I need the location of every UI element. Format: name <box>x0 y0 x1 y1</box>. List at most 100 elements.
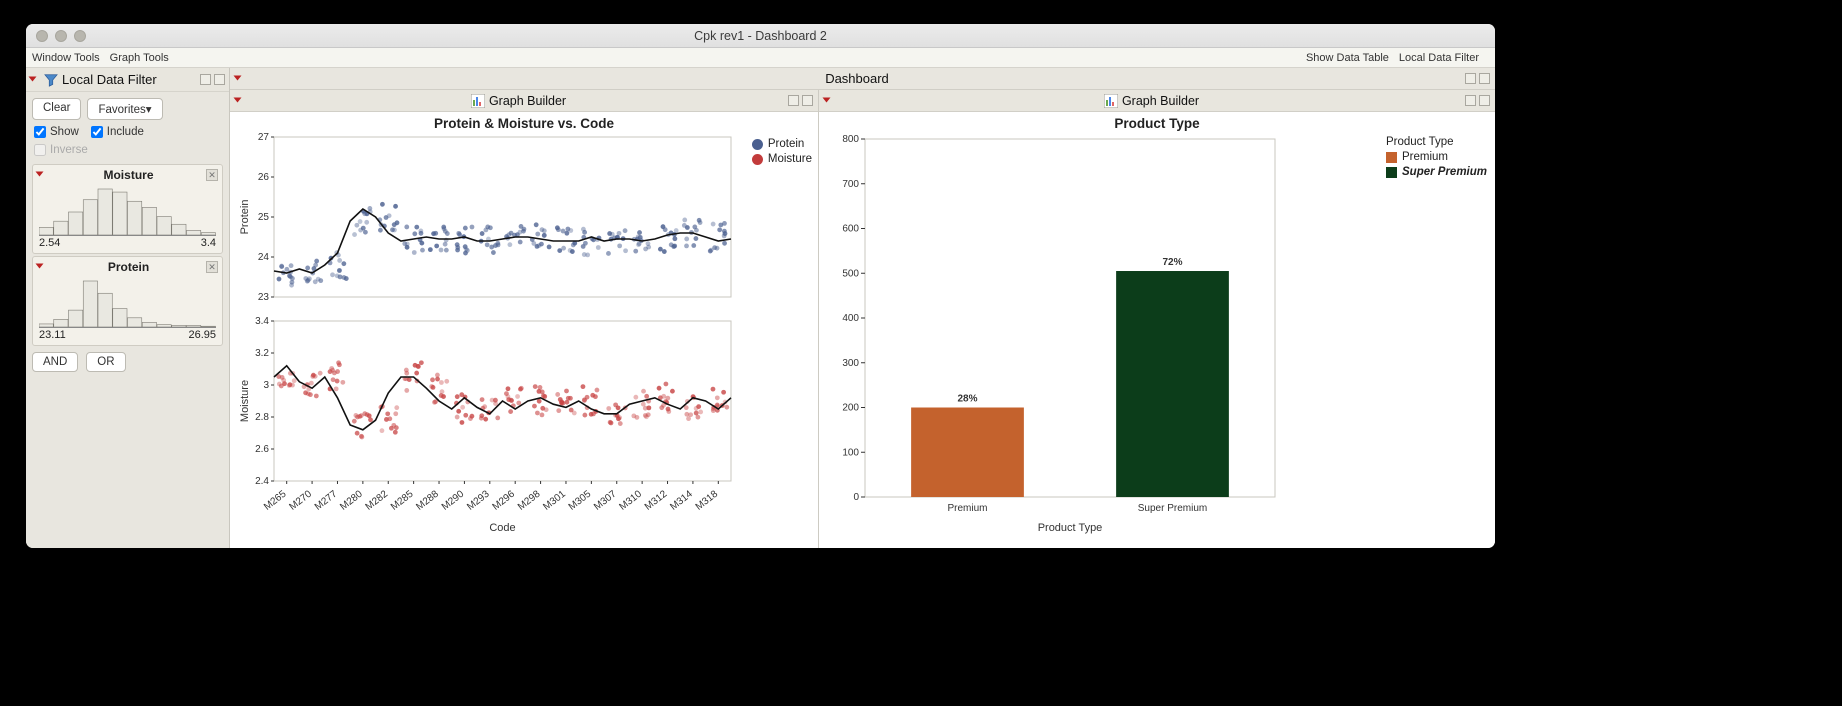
menu-graph-tools[interactable]: Graph Tools <box>110 52 169 64</box>
svg-text:26: 26 <box>258 172 270 183</box>
panel-close-icon[interactable] <box>802 95 813 106</box>
titlebar: Cpk rev1 - Dashboard 2 <box>26 24 1495 48</box>
svg-text:24: 24 <box>258 252 270 263</box>
svg-text:2.8: 2.8 <box>255 412 269 423</box>
menu-local-data-filter[interactable]: Local Data Filter <box>1399 52 1479 64</box>
svg-text:M265: M265 <box>262 488 289 512</box>
svg-text:2.6: 2.6 <box>255 444 269 455</box>
disclosure-icon[interactable] <box>235 74 245 84</box>
favorites-button[interactable]: Favorites▾ <box>87 98 162 120</box>
gb-right-legend: Product Type Premium Super Premium <box>1386 136 1487 181</box>
legend-item[interactable]: Super Premium <box>1386 166 1487 178</box>
svg-text:M277: M277 <box>313 488 340 512</box>
legend-title: Product Type <box>1386 136 1454 148</box>
svg-text:M282: M282 <box>364 488 391 512</box>
funnel-icon <box>44 73 58 87</box>
inverse-checkbox[interactable]: Inverse <box>34 144 88 156</box>
zoom-dot[interactable] <box>74 30 86 42</box>
bar-chart[interactable]: 010020030040050060070080028%Premium72%Su… <box>825 133 1485 537</box>
filter-remove-icon[interactable]: ✕ <box>206 169 218 181</box>
svg-text:M290: M290 <box>440 488 467 512</box>
disclosure-icon[interactable] <box>37 170 47 180</box>
clear-button[interactable]: Clear <box>32 98 81 120</box>
window-controls <box>36 30 86 42</box>
window-title: Cpk rev1 - Dashboard 2 <box>26 29 1495 43</box>
menu-show-data-table[interactable]: Show Data Table <box>1306 52 1389 64</box>
filter-histogram[interactable] <box>39 187 216 237</box>
svg-text:3: 3 <box>263 380 269 391</box>
svg-text:M310: M310 <box>618 488 645 512</box>
svg-text:500: 500 <box>842 268 859 279</box>
svg-text:Product Type: Product Type <box>1038 522 1103 534</box>
svg-text:M318: M318 <box>694 488 721 512</box>
disclosure-icon[interactable] <box>235 96 245 106</box>
svg-text:700: 700 <box>842 179 859 190</box>
svg-text:28%: 28% <box>957 394 977 405</box>
svg-text:3.2: 3.2 <box>255 348 269 359</box>
svg-text:Premium: Premium <box>947 503 987 514</box>
graph-builder-icon <box>1104 94 1118 108</box>
menubar: Window Tools Graph Tools Show Data Table… <box>26 48 1495 68</box>
sidebar-title: Local Data Filter <box>62 72 200 87</box>
svg-text:Moisture: Moisture <box>239 380 251 422</box>
svg-text:M270: M270 <box>287 488 314 512</box>
gb-right-label: Graph Builder <box>1122 94 1199 108</box>
svg-text:M301: M301 <box>541 488 568 512</box>
menu-window-tools[interactable]: Window Tools <box>32 52 100 64</box>
svg-text:72%: 72% <box>1162 257 1182 268</box>
svg-text:M285: M285 <box>389 488 416 512</box>
svg-text:100: 100 <box>842 447 859 458</box>
svg-text:2.4: 2.4 <box>255 476 269 487</box>
panel-close-icon[interactable] <box>214 74 225 85</box>
legend-item[interactable]: Premium <box>1386 151 1487 163</box>
panel-pop-icon[interactable] <box>1465 95 1476 106</box>
disclosure-icon[interactable] <box>30 75 40 85</box>
graph-builder-icon <box>471 94 485 108</box>
gb-right-title: Product Type <box>825 116 1489 131</box>
gb-left-legend: Protein Moisture <box>752 138 812 168</box>
app-window: Cpk rev1 - Dashboard 2 Window Tools Grap… <box>26 24 1495 548</box>
svg-text:400: 400 <box>842 313 859 324</box>
panel-close-icon[interactable] <box>1479 95 1490 106</box>
filter-label: Moisture <box>51 168 206 182</box>
filter-protein: Protein ✕ 23.1126.95 <box>32 256 223 346</box>
svg-text:M305: M305 <box>567 488 594 512</box>
include-checkbox[interactable]: Include <box>91 126 144 138</box>
panel-pop-icon[interactable] <box>1465 73 1476 84</box>
svg-text:25: 25 <box>258 212 270 223</box>
panel-pop-icon[interactable] <box>788 95 799 106</box>
minimize-dot[interactable] <box>55 30 67 42</box>
dashboard-title: Dashboard <box>249 71 1465 86</box>
svg-text:M307: M307 <box>592 488 619 512</box>
graph-builder-left: Graph Builder Protein & Moisture vs. Cod… <box>230 90 819 548</box>
svg-text:M280: M280 <box>338 488 365 512</box>
svg-text:27: 27 <box>258 133 270 143</box>
sidebar-header: Local Data Filter <box>26 68 229 92</box>
svg-text:3.4: 3.4 <box>255 316 269 327</box>
svg-text:M288: M288 <box>414 488 441 512</box>
panel-pop-icon[interactable] <box>200 74 211 85</box>
close-dot[interactable] <box>36 30 48 42</box>
svg-text:0: 0 <box>853 492 859 503</box>
filter-remove-icon[interactable]: ✕ <box>206 261 218 273</box>
svg-text:Super Premium: Super Premium <box>1138 503 1207 514</box>
graph-builder-right: Graph Builder Product Type Product Type … <box>819 90 1495 548</box>
svg-text:200: 200 <box>842 403 859 414</box>
svg-text:800: 800 <box>842 134 859 145</box>
svg-text:M312: M312 <box>643 488 670 512</box>
sidebar: Local Data Filter Clear Favorites▾ Show … <box>26 68 230 548</box>
filter-histogram[interactable] <box>39 279 216 329</box>
svg-text:Code: Code <box>489 522 515 534</box>
panel-close-icon[interactable] <box>1479 73 1490 84</box>
main-area: Dashboard Graph Builder Protein & Moistu… <box>230 68 1495 548</box>
or-button[interactable]: OR <box>86 352 125 372</box>
and-button[interactable]: AND <box>32 352 78 372</box>
disclosure-icon[interactable] <box>37 262 47 272</box>
svg-text:M296: M296 <box>491 488 518 512</box>
disclosure-icon[interactable] <box>824 96 834 106</box>
show-checkbox[interactable]: Show <box>34 126 79 138</box>
svg-text:M298: M298 <box>516 488 543 512</box>
scatter-chart[interactable]: 2324252627Protein2.42.62.833.23.4Moistur… <box>236 133 811 537</box>
svg-text:600: 600 <box>842 224 859 235</box>
filter-label: Protein <box>51 260 206 274</box>
